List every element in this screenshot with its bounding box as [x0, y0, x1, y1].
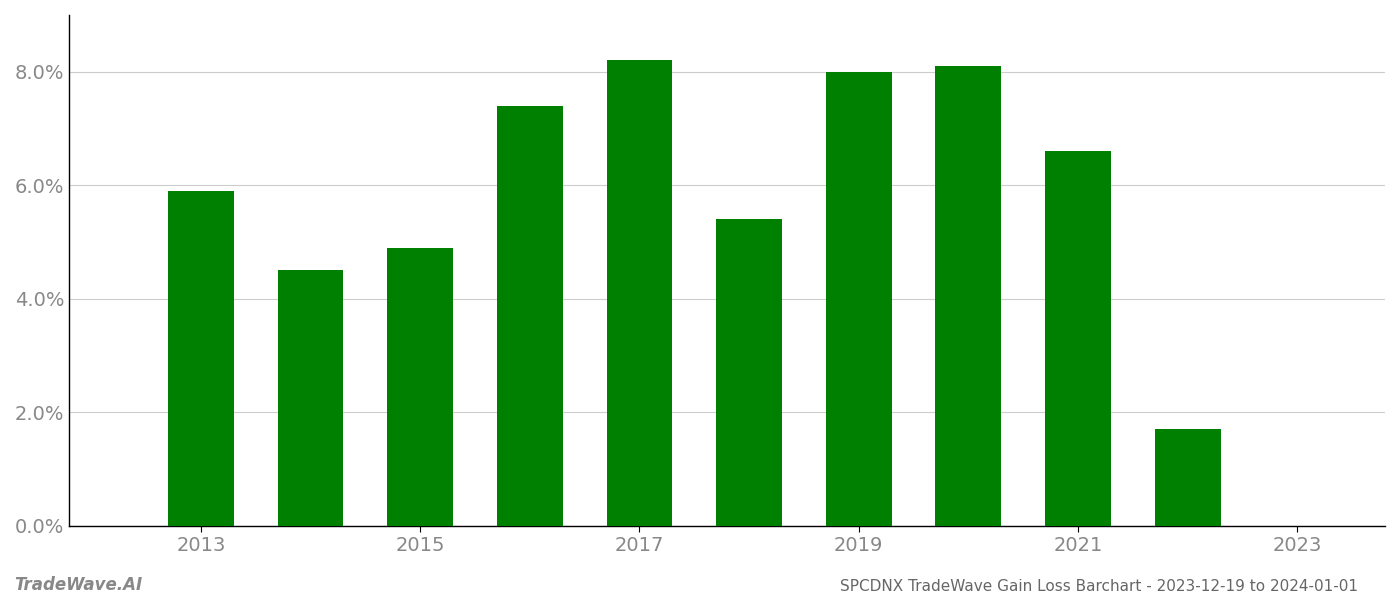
Bar	[606, 61, 672, 526]
Bar	[388, 248, 454, 526]
Bar	[717, 219, 783, 526]
Bar	[277, 270, 343, 526]
Bar	[1155, 429, 1221, 526]
Bar	[935, 66, 1001, 526]
Text: SPCDNX TradeWave Gain Loss Barchart - 2023-12-19 to 2024-01-01: SPCDNX TradeWave Gain Loss Barchart - 20…	[840, 579, 1358, 594]
Text: TradeWave.AI: TradeWave.AI	[14, 576, 143, 594]
Bar	[1046, 151, 1112, 526]
Bar	[826, 72, 892, 526]
Bar	[168, 191, 234, 526]
Bar	[497, 106, 563, 526]
